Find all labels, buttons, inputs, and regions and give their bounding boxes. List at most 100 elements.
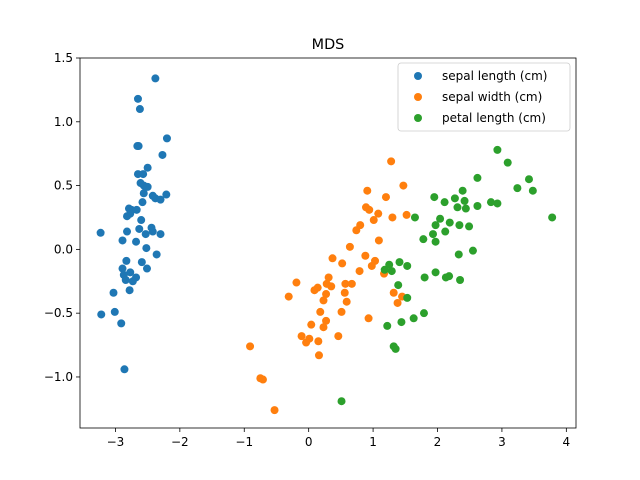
- data-point: [453, 203, 462, 212]
- data-point: [458, 186, 467, 195]
- x-tick-label: −2: [171, 435, 189, 449]
- data-point: [403, 293, 412, 302]
- data-point: [387, 157, 396, 166]
- data-point: [374, 209, 383, 218]
- data-point: [342, 297, 351, 306]
- data-point: [345, 242, 354, 251]
- data-point: [431, 268, 440, 277]
- data-point: [292, 278, 301, 287]
- data-point: [391, 344, 400, 353]
- data-point: [380, 265, 389, 274]
- data-point: [445, 218, 454, 227]
- data-point: [152, 250, 161, 259]
- data-point: [393, 298, 402, 307]
- data-point: [436, 214, 445, 223]
- data-point: [389, 288, 398, 297]
- data-point: [96, 228, 105, 237]
- data-point: [454, 250, 463, 259]
- data-point: [468, 246, 477, 255]
- data-point: [151, 74, 160, 83]
- data-point: [319, 323, 328, 332]
- data-point: [97, 310, 106, 319]
- data-point: [316, 307, 325, 316]
- data-point: [158, 150, 167, 159]
- data-point: [473, 202, 482, 210]
- data-point: [123, 212, 132, 221]
- data-point: [528, 186, 537, 195]
- data-point: [141, 230, 150, 239]
- data-point: [361, 251, 370, 260]
- axis-ticks: −3 −2 −1 0 1 2 3 4 −1.0 −0.5 0.0 0.5 1.0 1.5: [44, 51, 570, 449]
- data-point: [122, 256, 131, 265]
- data-point: [441, 227, 450, 236]
- legend-marker: [414, 72, 422, 80]
- data-point: [121, 276, 130, 284]
- data-point: [327, 282, 336, 291]
- data-point: [363, 186, 372, 195]
- data-point: [399, 181, 408, 190]
- data-point: [338, 259, 347, 268]
- data-point: [347, 279, 356, 288]
- x-tick-label: 3: [498, 435, 506, 449]
- data-point: [139, 170, 148, 179]
- data-point: [420, 273, 429, 282]
- data-point: [284, 292, 293, 301]
- x-tick-label: −1: [235, 435, 253, 449]
- data-point: [123, 227, 132, 236]
- data-point: [162, 190, 171, 199]
- legend-marker: [414, 114, 422, 122]
- legend-label: sepal width (cm): [442, 90, 542, 104]
- data-point: [409, 314, 418, 323]
- data-point: [156, 195, 165, 204]
- data-point: [334, 332, 343, 341]
- data-point: [328, 254, 337, 263]
- data-point: [383, 321, 392, 330]
- data-point: [143, 163, 152, 172]
- y-tick-label: 1.0: [54, 115, 73, 129]
- data-point: [441, 273, 450, 282]
- data-point: [365, 205, 374, 214]
- data-point: [148, 191, 157, 200]
- data-point: [429, 230, 437, 239]
- data-point: [493, 199, 502, 208]
- legend-marker: [414, 93, 422, 101]
- data-point: [142, 264, 151, 273]
- data-point: [110, 307, 119, 316]
- data-point: [132, 237, 141, 246]
- data-point: [337, 307, 346, 316]
- data-point: [355, 267, 364, 276]
- data-point: [456, 276, 465, 284]
- data-point: [397, 318, 406, 327]
- data-point: [503, 158, 512, 167]
- data-point: [369, 216, 378, 225]
- y-tick-label: 0.0: [54, 242, 73, 256]
- data-point: [419, 309, 428, 318]
- data-point: [302, 338, 311, 347]
- data-point: [297, 332, 306, 341]
- data-point: [352, 226, 361, 235]
- data-point: [120, 365, 129, 374]
- data-point: [395, 258, 404, 267]
- data-point: [143, 182, 152, 191]
- data-point: [431, 237, 440, 246]
- y-tick-label: 1.5: [54, 51, 73, 65]
- data-point: [322, 290, 331, 299]
- data-point: [137, 258, 146, 267]
- data-point: [133, 142, 142, 151]
- data-point: [137, 216, 146, 225]
- data-point: [314, 351, 323, 360]
- data-point: [142, 244, 151, 253]
- data-point: [460, 196, 469, 205]
- data-point: [118, 236, 127, 245]
- data-point: [135, 105, 144, 114]
- legend: sepal length (cm) sepal width (cm) petal l…: [397, 62, 571, 132]
- data-point: [307, 320, 316, 329]
- data-point: [314, 337, 323, 346]
- data-point: [513, 184, 522, 193]
- x-tick-label: 0: [305, 435, 313, 449]
- data-point: [450, 194, 459, 203]
- data-point: [156, 230, 165, 239]
- x-tick-label: −3: [107, 435, 125, 449]
- data-point: [374, 236, 383, 245]
- data-point: [337, 397, 346, 406]
